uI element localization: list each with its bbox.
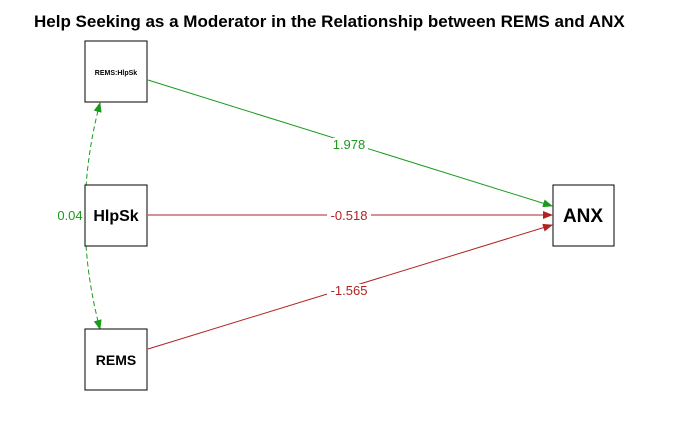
path-label-covariance: 0.04 xyxy=(57,208,82,223)
path-label-rems-to-anx: -1.565 xyxy=(331,283,368,298)
node-label-anx: ANX xyxy=(563,206,603,227)
node-label-helpseeking: HlpSk xyxy=(93,208,138,225)
node-label-interaction: REMS:HlpSk xyxy=(95,70,138,77)
path-label-interaction-to-anx: 1.978 xyxy=(333,137,366,152)
path-label-bg xyxy=(327,209,371,223)
node-helpseeking: HlpSk xyxy=(84,184,148,247)
path-label-helpseeking-to-anx: -0.518 xyxy=(331,208,368,223)
node-anx: ANX xyxy=(552,184,615,247)
diagram-title: Help Seeking as a Moderator in the Relat… xyxy=(34,12,625,31)
path-label-bg xyxy=(327,284,371,298)
node-interaction: REMS:HlpSk xyxy=(84,40,148,103)
path-label-bg xyxy=(330,138,368,152)
path-label-bg xyxy=(56,209,84,223)
node-rems: REMS xyxy=(84,328,148,391)
node-label-rems: REMS xyxy=(96,352,136,368)
